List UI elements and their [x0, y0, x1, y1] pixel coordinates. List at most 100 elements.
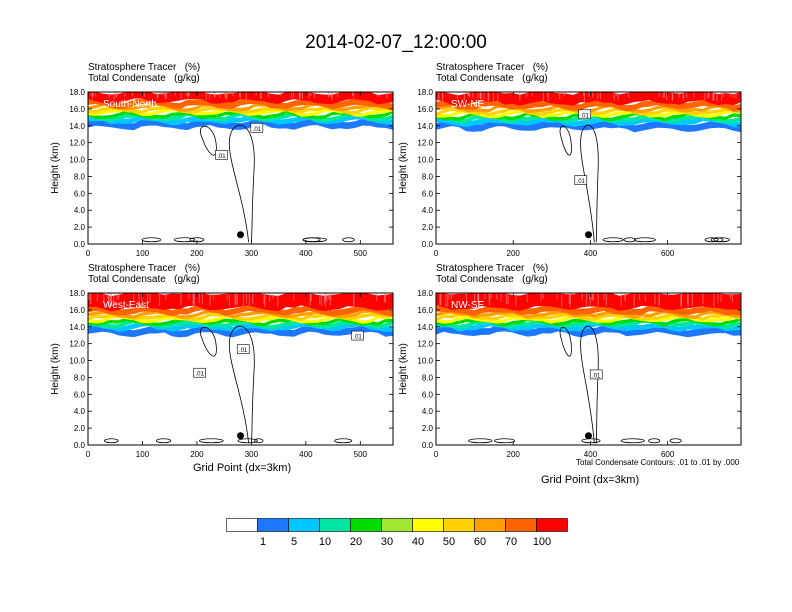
- x-tick-label: 0: [434, 450, 439, 459]
- y-tick-label: 6.0: [74, 189, 86, 198]
- tracer-streak: [671, 92, 674, 101]
- tracer-streak: [624, 293, 626, 300]
- tracer-streak: [260, 92, 262, 99]
- tracer-streak: [542, 92, 544, 102]
- tracer-streak: [212, 293, 215, 300]
- tracer-streak: [731, 293, 734, 303]
- panel-header-line1: Stratosphere Tracer (%): [436, 263, 549, 274]
- tracer-streak: [90, 92, 92, 96]
- x-tick-label: 200: [507, 249, 521, 258]
- tracer-streak: [298, 92, 300, 100]
- contour-label: .01: [353, 335, 362, 341]
- panel-west-east: Stratosphere Tracer (%) Total Condensate…: [40, 263, 394, 459]
- x-tick-label: 500: [354, 450, 368, 459]
- contour-label-box: [351, 330, 364, 341]
- tracer-streak: [328, 293, 330, 300]
- y-tick-label: 10.0: [417, 357, 433, 366]
- tracer-streak: [682, 92, 685, 100]
- tracer-streak: [589, 293, 591, 300]
- tracer-streak: [569, 293, 571, 308]
- tracer-field: [88, 293, 393, 338]
- tracer-band-2: [436, 318, 741, 330]
- tracer-streak: [90, 293, 92, 305]
- tracer-band-3: [88, 317, 393, 327]
- tracer-streak: [716, 92, 718, 102]
- tracer-streak: [95, 92, 97, 97]
- colorbar-level-label: 20: [349, 536, 363, 548]
- y-tick-label: 12.0: [69, 139, 85, 148]
- tracer-streak: [118, 293, 120, 300]
- tracer-streak: [658, 293, 660, 306]
- y-axis-label: Height (km): [398, 343, 409, 395]
- tracer-streak: [465, 293, 467, 306]
- tracer-streak: [561, 293, 563, 307]
- tracer-field: [436, 293, 742, 338]
- contour-line: [200, 326, 217, 357]
- contour-line: [237, 438, 258, 444]
- tracer-streak: [707, 92, 709, 99]
- tracer-streak: [597, 92, 599, 100]
- tracer-band-8: [436, 293, 741, 311]
- colorbar-swatch: [350, 518, 382, 532]
- tracer-streak: [377, 92, 379, 97]
- tracer-streak: [330, 92, 332, 99]
- location-dot: [585, 432, 592, 440]
- tracer-streak: [293, 293, 295, 301]
- contour-line: [493, 438, 516, 444]
- tracer-streak: [686, 92, 688, 98]
- contour-label-box: [250, 123, 264, 133]
- tracer-streak: [515, 293, 517, 307]
- contour-line: [704, 237, 719, 243]
- contour-line: [141, 237, 162, 243]
- tracer-streak: [484, 293, 486, 299]
- tracer-streak: [88, 293, 90, 301]
- tracer-streak: [480, 92, 482, 100]
- tracer-streak: [108, 92, 110, 98]
- y-tick-label: 12.0: [417, 340, 433, 349]
- panel-header-line2: Total Condensate (g/kg): [88, 73, 200, 84]
- x-tick-label: 600: [661, 450, 675, 459]
- condensate-contours: [103, 325, 353, 444]
- colorbar-level-label: 40: [411, 536, 425, 548]
- tracer-streak: [263, 293, 265, 304]
- tracer-streak: [291, 92, 293, 99]
- contour-line: [228, 124, 255, 243]
- tracer-streak: [613, 92, 615, 102]
- contour-label-box: [215, 150, 228, 160]
- tracer-streak: [277, 293, 279, 307]
- tracer-streak: [472, 92, 474, 98]
- tracer-streak: [185, 92, 187, 96]
- tracer-streak: [450, 293, 453, 300]
- tracer-streak: [615, 92, 617, 97]
- tracer-streak: [693, 92, 695, 98]
- tracer-streak: [331, 92, 333, 101]
- y-tick-label: 8.0: [74, 172, 86, 181]
- west-east-plot: .01 .01 .01 West-East 0.0 2.0 4.0 6.0 8.0 10.0 12.…: [50, 289, 394, 459]
- y-tick-label: 0.0: [74, 441, 86, 450]
- tracer-band-3: [436, 317, 741, 327]
- nw-se-plot: .01 NW-SE 0.0 2.0 4.0 6.0 8.0 10.0 12.0 14.0 16.0 1…: [398, 289, 742, 459]
- y-tick-label: 0.0: [74, 240, 86, 249]
- tracer-streak: [477, 293, 479, 302]
- y-tick-label: 18.0: [417, 88, 433, 97]
- tracer-band-1: [88, 114, 393, 126]
- tracer-streak: [224, 92, 226, 98]
- tracer-streak: [313, 92, 315, 98]
- colorbar-swatch: [226, 518, 258, 532]
- tracer-streak: [324, 293, 326, 304]
- tracer-streak: [708, 92, 710, 98]
- panel-header-line2: Total Condensate (g/kg): [436, 274, 548, 285]
- x-tick-label: 200: [190, 450, 204, 459]
- tracer-streak: [496, 293, 498, 300]
- tracer-streak: [238, 92, 241, 96]
- tracer-streak: [232, 92, 234, 96]
- tracer-streak: [583, 92, 585, 97]
- colorbar-level-label: 30: [380, 536, 394, 548]
- tracer-streak: [720, 92, 723, 101]
- tracer-streak: [113, 92, 115, 101]
- tracer-streak: [691, 293, 693, 306]
- tracer-streak: [490, 293, 492, 299]
- tracer-streak: [327, 92, 329, 98]
- tracer-streak: [704, 92, 706, 101]
- colorbar-level-label: 1: [259, 536, 267, 548]
